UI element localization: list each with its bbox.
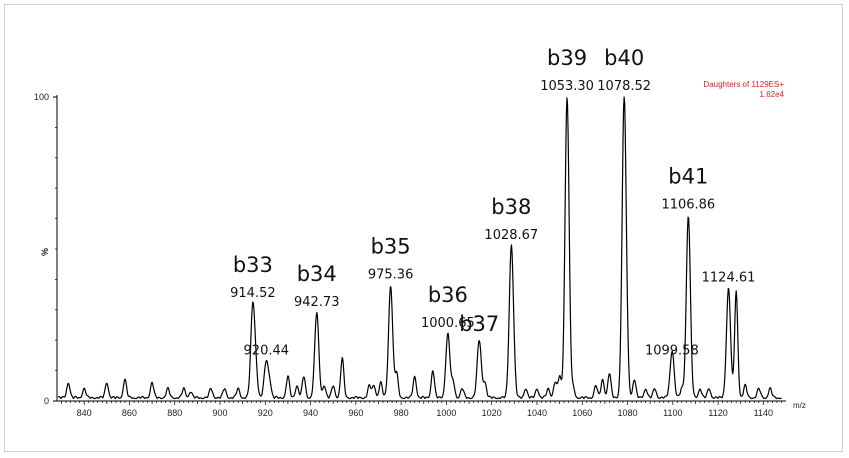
peak-labels: 914.52 b33 920.44 942.73 b34 975.36 b35 1000.65… <box>230 46 755 358</box>
peak-mass-label: 920.44 <box>244 344 290 359</box>
peak-ion-label: b39 <box>547 46 587 70</box>
chart-frame <box>4 4 843 452</box>
peak-mass-label: 1053.30 <box>540 79 594 94</box>
peak-ion-label: b35 <box>371 235 411 259</box>
y-minor-ticks <box>55 127 57 371</box>
x-tick-label: 1140 <box>754 408 773 418</box>
x-tick-label: 860 <box>122 408 137 418</box>
peak-ion-label: b33 <box>233 253 273 277</box>
peak-mass-label: 1124.61 <box>702 271 756 286</box>
peak-mass-label: 942.73 <box>294 295 340 310</box>
axes: 0 100 840 860 880 900 920 940 960 980 1000 1020 104… <box>34 92 786 418</box>
x-tick-label: 1000 <box>436 408 456 418</box>
x-tick-label: 840 <box>77 408 92 418</box>
x-tick-label: 1040 <box>527 408 547 418</box>
x-tick-label: 900 <box>212 408 227 418</box>
y-tick-label: 100 <box>34 92 49 102</box>
peak-mass-label: 1000.65 <box>421 316 475 331</box>
peak-mass-label: 914.52 <box>230 286 276 301</box>
x-tick-label: 1120 <box>708 408 727 418</box>
peak-ion-label: b36 <box>428 283 468 307</box>
peak-mass-label: 1028.67 <box>484 228 538 243</box>
x-tick-label: 1080 <box>618 408 638 418</box>
info-line-2: 1.62e4 <box>760 90 785 99</box>
peak-mass-label: 1099.58 <box>645 344 699 359</box>
info-line-1: Daughters of 1129ES+ <box>703 80 784 89</box>
x-tick-label: 980 <box>394 408 409 418</box>
x-tick-label: 1020 <box>482 408 502 418</box>
x-tick-label: 960 <box>348 408 363 418</box>
x-tick-label: 940 <box>303 408 318 418</box>
peak-ion-label: b41 <box>668 165 708 189</box>
peak-ion-label: b40 <box>604 46 644 70</box>
peak-mass-label: 975.36 <box>368 268 414 283</box>
spectrum-trace <box>57 96 782 400</box>
peak-mass-label: 1078.52 <box>597 79 651 94</box>
y-tick-label: 0 <box>44 396 49 406</box>
y-axis-label: % <box>40 248 50 256</box>
peak-ion-label: b34 <box>297 262 337 286</box>
x-tick-label: 920 <box>258 408 273 418</box>
x-tick-label: 880 <box>167 408 182 418</box>
x-tick-label: 1060 <box>572 408 592 418</box>
x-ticks: 840 860 880 900 920 940 960 980 1000 1020 1040 1060… <box>61 401 782 418</box>
peak-ion-label: b38 <box>491 195 531 219</box>
x-tick-label: 1100 <box>663 408 682 418</box>
peak-mass-label: 1106.86 <box>661 198 715 213</box>
y-ticks: 0 100 <box>34 92 57 406</box>
x-axis-label: m/z <box>793 401 806 410</box>
peak-ion-label: b37 <box>459 312 499 336</box>
